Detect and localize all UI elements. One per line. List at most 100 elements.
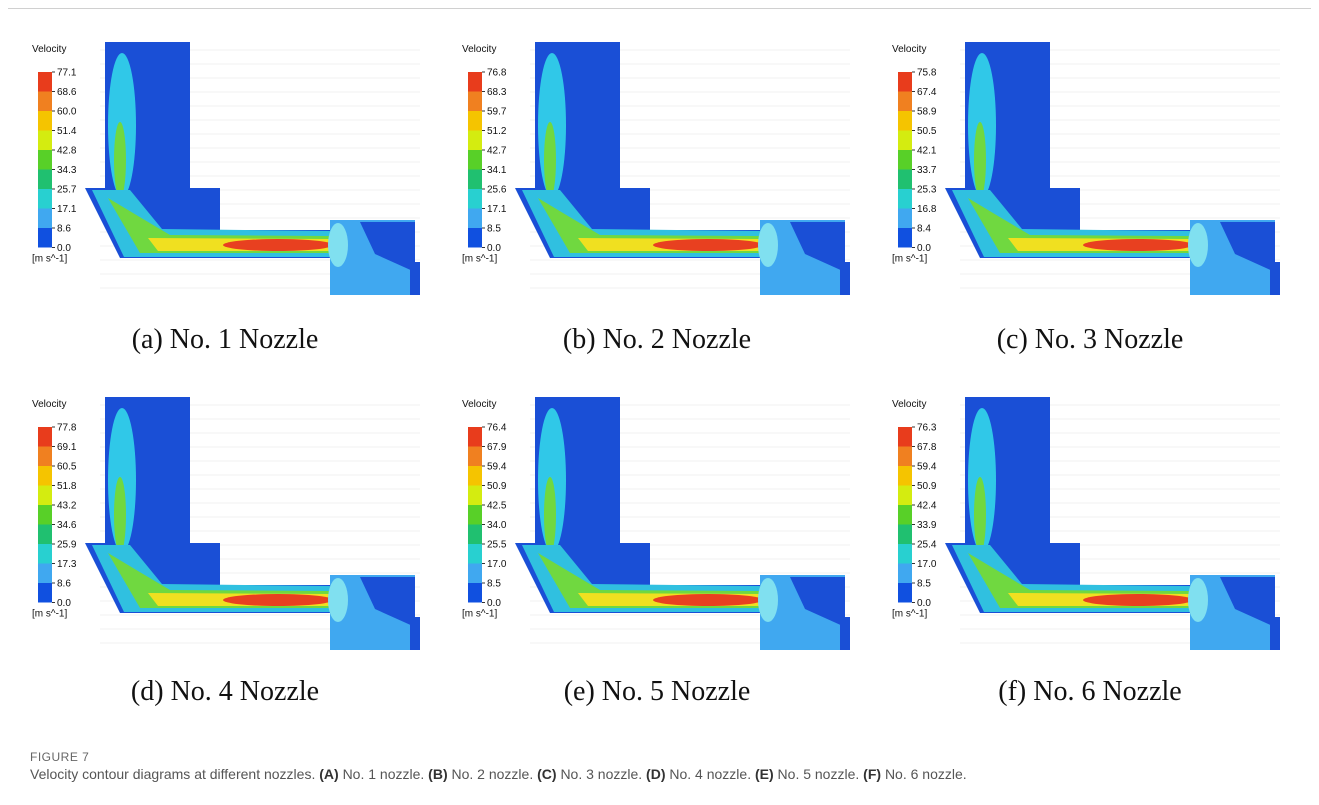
colorbar-band: [468, 466, 482, 486]
legend-tick-label: 17.0: [487, 559, 507, 570]
legend-tick-label: 58.9: [917, 107, 937, 118]
legend-tick-label: 68.3: [487, 87, 507, 98]
panel-caption: (b) No. 2 Nozzle: [563, 324, 751, 355]
caption-item-label: (D): [646, 766, 666, 782]
legend-tick-label: 8.6: [57, 224, 71, 235]
legend-tick-label: 51.8: [57, 481, 77, 492]
wall-jet-core: [544, 477, 556, 553]
legend-title: Velocity: [32, 399, 66, 410]
colorbar-band: [468, 228, 482, 248]
colorbar-band: [898, 505, 912, 525]
colorbar-band: [38, 228, 52, 248]
colorbar-band: [468, 563, 482, 583]
jet-core: [1083, 239, 1193, 251]
caption-item-text: No. 2 nozzle.: [451, 766, 534, 782]
legend-tick-label: 8.4: [917, 224, 931, 235]
legend-tick-label: 77.1: [57, 68, 77, 79]
colorbar-band: [898, 427, 912, 447]
domain-body: [515, 42, 760, 258]
outlet-recirculation: [790, 222, 845, 272]
colorbar-band: [468, 189, 482, 209]
domain-body: [945, 42, 1190, 258]
contour-panel: Velocity 77.8 69.1 60.5 51.8 43.2 34.6 25.9 17.3…: [32, 397, 420, 650]
colorbar-band: [38, 208, 52, 228]
colorbar-band: [468, 169, 482, 189]
legend-tick-label: 42.8: [57, 146, 77, 157]
colorbar-band: [898, 524, 912, 544]
colorbar-band: [38, 583, 52, 603]
figure-panels: Velocity 77.1 68.6 60.0 51.4 42.8 34.3 25.7 17.1…: [32, 42, 1280, 707]
contour-panel: Velocity 76.8 68.3 59.7 51.2 42.7 34.1 25.6 17.1…: [462, 42, 850, 295]
contour-panel: Velocity 77.1 68.6 60.0 51.4 42.8 34.3 25.7 17.1…: [32, 42, 420, 295]
outlet-notch: [840, 617, 850, 650]
outlet-entry: [758, 223, 778, 267]
legend-tick-label: 0.0: [487, 598, 501, 609]
legend-tick-label: 68.6: [57, 87, 77, 98]
caption-item-text: No. 5 nozzle.: [777, 766, 860, 782]
caption-item-label: (C): [537, 766, 557, 782]
jet-core: [223, 594, 333, 606]
panel-caption: (c) No. 3 Nozzle: [997, 324, 1184, 355]
legend-tick-label: 59.4: [917, 462, 937, 473]
colorbar-band: [468, 91, 482, 111]
colorbar-band: [898, 208, 912, 228]
contour-panel: Velocity 75.8 67.4 58.9 50.5 42.1 33.7 25.3 16.8…: [892, 42, 1280, 295]
legend-tick-label: 60.0: [57, 107, 77, 118]
legend-tick-label: 25.7: [57, 185, 77, 196]
legend-tick-label: 51.2: [487, 126, 507, 137]
caption-item-text: No. 4 nozzle.: [669, 766, 752, 782]
jet-core: [1083, 594, 1193, 606]
legend-unit: [m s^-1]: [462, 254, 497, 265]
wall-jet-core: [974, 477, 986, 553]
legend-tick-label: 34.6: [57, 520, 77, 531]
legend-tick-label: 8.5: [487, 579, 501, 590]
legend-tick-label: 42.7: [487, 146, 507, 157]
outlet-recirculation: [360, 222, 415, 272]
legend-unit: [m s^-1]: [32, 254, 67, 265]
contour-panel: Velocity 76.4 67.9 59.4 50.9 42.5 34.0 25.5 17.0…: [462, 397, 850, 650]
legend-tick-label: 76.3: [917, 423, 937, 434]
colorbar-band: [468, 544, 482, 564]
panel-caption: (f) No. 6 Nozzle: [998, 676, 1181, 707]
outlet-notch: [1270, 617, 1280, 650]
legend-tick-label: 25.5: [487, 540, 507, 551]
colorbar-band: [38, 72, 52, 92]
outlet-entry: [328, 223, 348, 267]
legend-title: Velocity: [892, 44, 926, 55]
colorbar-band: [898, 466, 912, 486]
top-rule: [8, 8, 1311, 9]
legend-tick-label: 25.4: [917, 540, 937, 551]
legend-tick-label: 34.1: [487, 165, 507, 176]
colorbar-band: [38, 563, 52, 583]
legend-title: Velocity: [32, 44, 66, 55]
caption-item-label: (F): [863, 766, 882, 782]
colorbar-band: [898, 485, 912, 505]
colorbar-band: [38, 466, 52, 486]
caption-item-text: No. 6 nozzle.: [884, 766, 967, 782]
legend-tick-label: 17.1: [57, 204, 77, 215]
panel-caption: (a) No. 1 Nozzle: [132, 324, 319, 355]
legend-tick-label: 25.6: [487, 185, 507, 196]
legend-tick-label: 17.1: [487, 204, 507, 215]
legend-tick-label: 17.3: [57, 559, 77, 570]
legend-tick-label: 0.0: [57, 598, 71, 609]
jet-core: [653, 594, 763, 606]
legend-tick-label: 60.5: [57, 462, 77, 473]
caption-item-text: No. 1 nozzle.: [342, 766, 425, 782]
colorbar-band: [898, 111, 912, 131]
colorbar-band: [38, 427, 52, 447]
legend-tick-label: 25.9: [57, 540, 77, 551]
caption-item-label: (B): [428, 766, 448, 782]
legend-tick-label: 75.8: [917, 68, 937, 79]
figure-label: FIGURE 7: [30, 750, 90, 764]
colorbar-band: [898, 544, 912, 564]
colorbar-band: [898, 583, 912, 603]
legend-unit: [m s^-1]: [462, 609, 497, 620]
outlet-recirculation: [1220, 222, 1275, 272]
colorbar-band: [38, 189, 52, 209]
legend-tick-label: 50.9: [917, 481, 937, 492]
outlet-notch: [410, 617, 420, 650]
outlet-notch: [840, 262, 850, 295]
caption-item-label: (E): [754, 766, 774, 782]
